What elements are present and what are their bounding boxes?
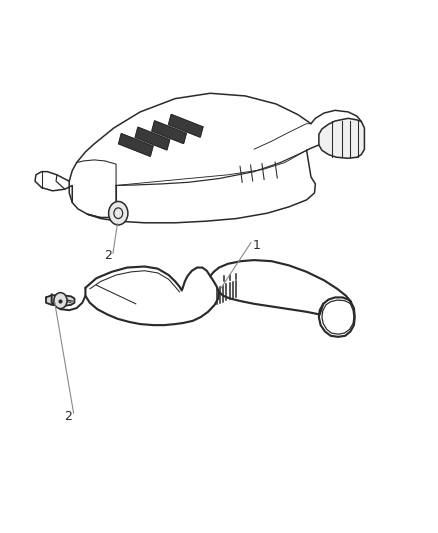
- Polygon shape: [46, 295, 74, 306]
- Polygon shape: [169, 115, 203, 137]
- Text: 1: 1: [253, 239, 261, 252]
- Polygon shape: [152, 121, 186, 143]
- Text: 2: 2: [64, 410, 72, 423]
- Text: 2: 2: [104, 249, 112, 262]
- Polygon shape: [135, 127, 170, 150]
- Circle shape: [54, 293, 67, 309]
- Polygon shape: [319, 118, 364, 158]
- Polygon shape: [119, 134, 153, 156]
- Circle shape: [109, 201, 128, 225]
